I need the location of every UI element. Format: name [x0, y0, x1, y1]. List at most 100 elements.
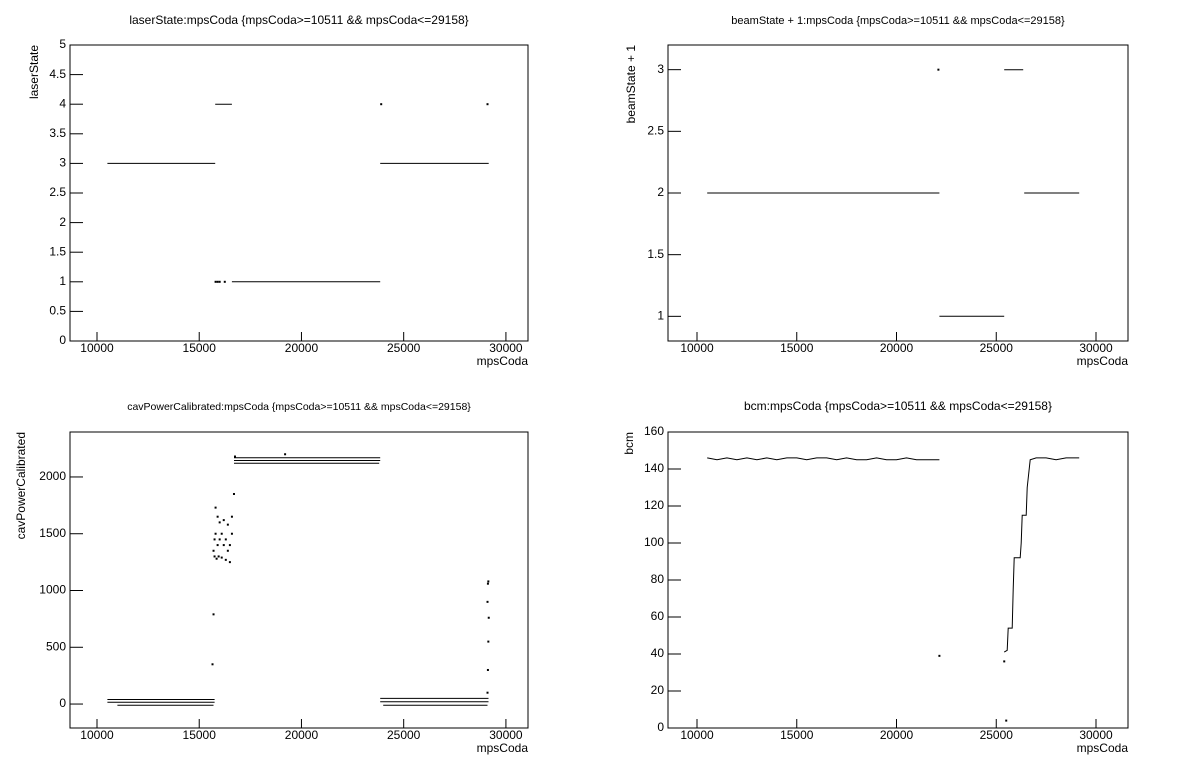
plot-frame	[667, 431, 1129, 729]
data-point	[214, 506, 217, 509]
data-point	[234, 455, 237, 458]
data-point	[486, 668, 489, 671]
data-point	[224, 538, 227, 541]
data-point	[226, 549, 229, 552]
data-point	[214, 280, 217, 283]
chart-title: bcm:mpsCoda {mpsCoda>=10511 && mpsCoda<=…	[744, 399, 1052, 413]
data-point	[214, 532, 217, 535]
y-tick-label: 5	[59, 37, 66, 51]
y-axis-label: laserState	[27, 45, 41, 99]
y-tick-label: 140	[644, 461, 664, 475]
y-tick-label: 160	[644, 424, 664, 438]
data-point	[380, 103, 383, 106]
y-tick-label: 60	[651, 609, 665, 623]
data-point	[487, 640, 490, 643]
x-tick-label: 10000	[680, 728, 714, 742]
data-point	[218, 538, 221, 541]
y-tick-label: 80	[651, 572, 665, 586]
data-point	[212, 613, 215, 616]
data-point	[487, 616, 490, 619]
data-point	[222, 544, 225, 547]
data-point	[486, 600, 489, 603]
x-tick-label: 15000	[780, 341, 814, 355]
data-point	[486, 582, 489, 585]
data-point	[216, 544, 219, 547]
x-tick-label: 30000	[1079, 341, 1113, 355]
y-tick-label: 2	[59, 215, 66, 229]
chart-title: laserState:mpsCoda {mpsCoda>=10511 && mp…	[129, 13, 468, 27]
data-point	[220, 556, 223, 559]
x-tick-label: 30000	[489, 341, 523, 355]
y-tick-label: 1.5	[647, 247, 664, 261]
y-tick-label: 40	[651, 646, 665, 660]
x-axis-label: mpsCoda	[1077, 354, 1129, 368]
y-tick-label: 2	[657, 185, 664, 199]
chart-title: beamState + 1:mpsCoda {mpsCoda>=10511 &&…	[731, 15, 1065, 27]
y-axis-label: bcm	[622, 432, 636, 455]
x-tick-label: 25000	[980, 341, 1014, 355]
x-tick-label: 20000	[880, 341, 914, 355]
data-point	[212, 549, 215, 552]
chart-title: cavPowerCalibrated:mpsCoda {mpsCoda>=105…	[127, 401, 471, 413]
x-tick-label: 10000	[680, 341, 714, 355]
x-tick-label: 10000	[80, 341, 114, 355]
data-point	[486, 103, 489, 106]
data-point	[230, 515, 233, 518]
y-tick-label: 0	[59, 696, 66, 710]
y-tick-label: 1500	[39, 526, 66, 540]
x-tick-label: 25000	[980, 728, 1014, 742]
y-tick-label: 0.5	[49, 304, 66, 318]
y-tick-label: 100	[644, 535, 664, 549]
data-point	[486, 691, 489, 694]
y-tick-label: 1.5	[49, 244, 66, 258]
data-point	[213, 538, 216, 541]
data-point	[217, 555, 220, 558]
x-axis-label: mpsCoda	[1077, 741, 1129, 755]
x-axis-label: mpsCoda	[477, 741, 529, 755]
x-tick-label: 20000	[285, 341, 319, 355]
x-tick-label: 25000	[387, 728, 421, 742]
data-point	[213, 555, 216, 558]
y-tick-label: 1000	[39, 583, 66, 597]
y-tick-label: 2.5	[49, 185, 66, 199]
x-tick-label: 15000	[183, 728, 217, 742]
y-tick-label: 1	[657, 309, 664, 323]
data-line	[1003, 457, 1080, 653]
x-tick-label: 15000	[780, 728, 814, 742]
y-tick-label: 2.5	[647, 124, 664, 138]
y-tick-label: 500	[46, 639, 66, 653]
y-tick-label: 3	[59, 156, 66, 170]
data-point	[216, 515, 219, 518]
data-point	[226, 523, 229, 526]
data-line	[117, 462, 488, 706]
x-tick-label: 30000	[489, 728, 523, 742]
data-line	[707, 69, 1080, 317]
data-point	[937, 68, 940, 71]
y-tick-label: 3	[657, 62, 664, 76]
x-tick-label: 20000	[285, 728, 319, 742]
x-tick-label: 10000	[80, 728, 114, 742]
data-point	[218, 521, 221, 524]
x-axis-label: mpsCoda	[477, 354, 529, 368]
data-point	[232, 492, 235, 495]
y-tick-label: 4.5	[49, 67, 66, 81]
data-point	[1003, 660, 1006, 663]
y-axis-label: beamState + 1	[624, 45, 638, 124]
y-tick-label: 2000	[39, 469, 66, 483]
x-tick-label: 25000	[387, 341, 421, 355]
plot-frame	[69, 431, 529, 729]
y-axis-label: cavPowerCalibrated	[14, 432, 28, 539]
data-point	[228, 544, 231, 547]
data-point	[216, 280, 219, 283]
x-tick-label: 15000	[183, 341, 217, 355]
y-tick-label: 20	[651, 683, 665, 697]
y-tick-label: 1	[59, 274, 66, 288]
data-point	[224, 558, 227, 561]
y-tick-label: 0	[657, 720, 664, 734]
data-point	[218, 280, 221, 283]
data-point	[1005, 719, 1008, 722]
data-line	[107, 457, 489, 703]
plot-frame	[69, 44, 529, 342]
data-point	[230, 532, 233, 535]
